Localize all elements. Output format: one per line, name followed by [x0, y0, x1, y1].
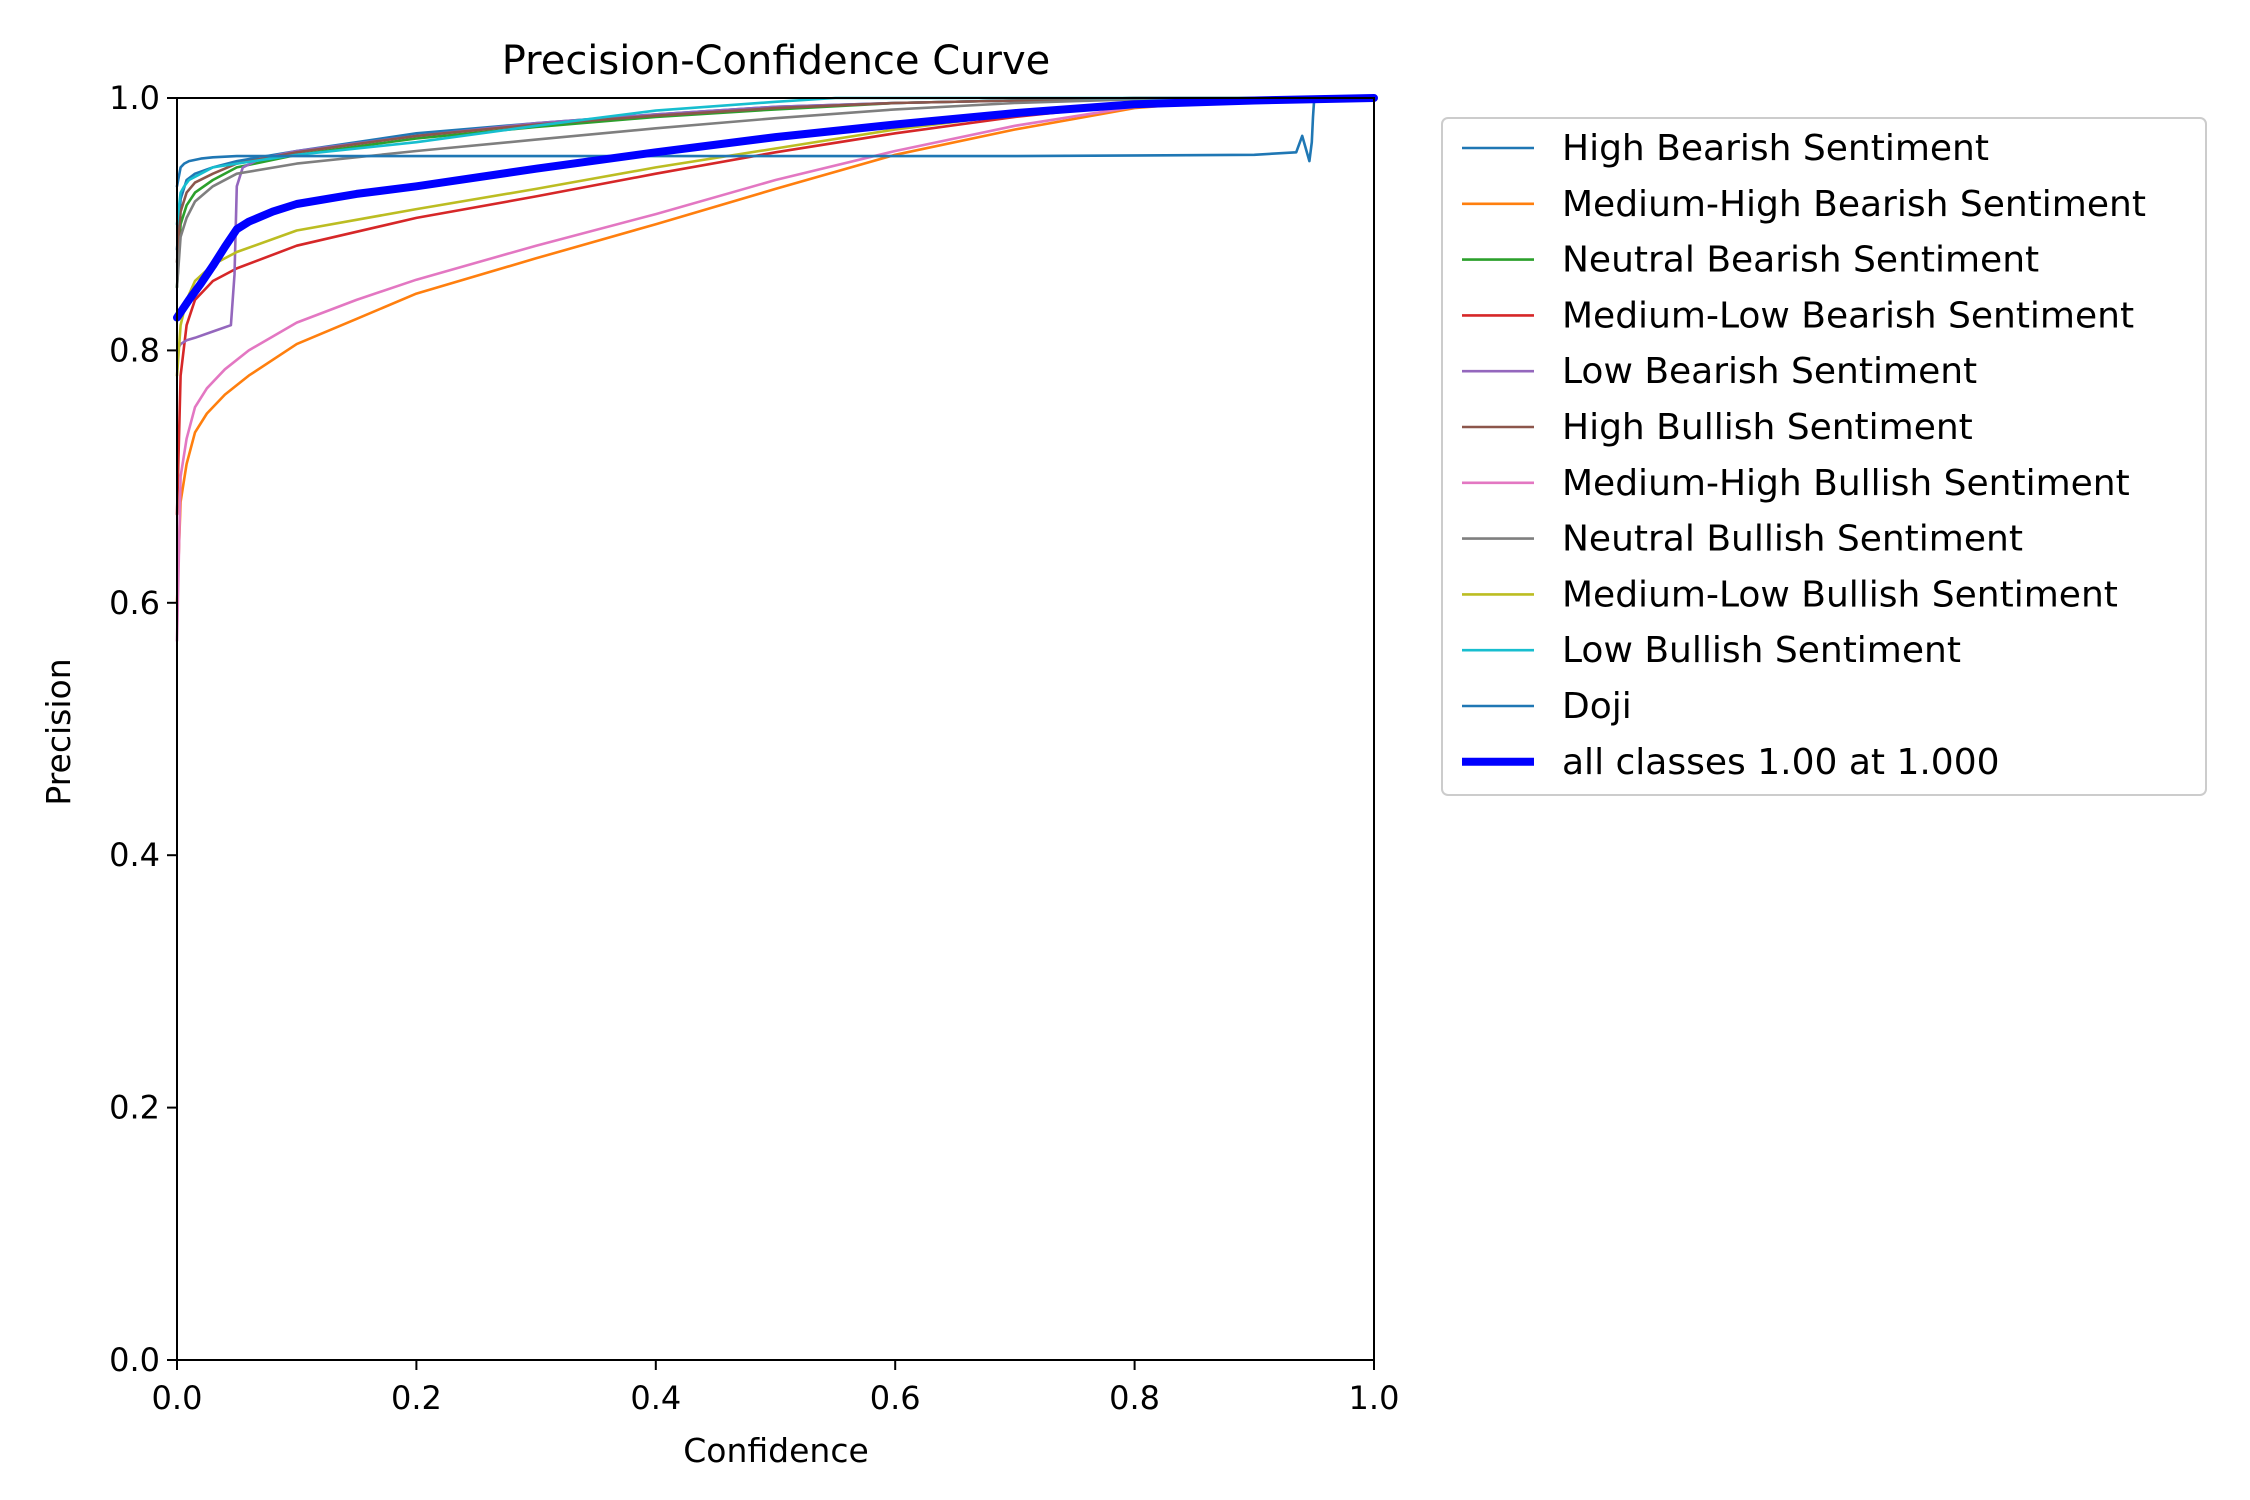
series-line-doji: [175, 96, 1376, 188]
x-axis-label: Confidence: [683, 1431, 869, 1470]
legend-label: High Bearish Sentiment: [1562, 128, 1989, 169]
y-tick-label: 0.6: [109, 584, 160, 622]
y-axis-label: Precision: [39, 658, 78, 805]
x-tick-label: 0.6: [870, 1379, 921, 1417]
x-tick-label: 1.0: [1349, 1379, 1400, 1417]
legend-label: Neutral Bearish Sentiment: [1562, 240, 2039, 281]
legend-label: Medium-Low Bearish Sentiment: [1562, 295, 2134, 336]
x-axis-ticks: 0.0 0.2 0.4 0.6 0.8 1.0: [152, 1360, 1400, 1417]
y-tick-label: 0.8: [109, 331, 160, 369]
x-tick-label: 0.2: [391, 1379, 442, 1417]
chart-title: Precision-Confidence Curve: [502, 38, 1051, 84]
x-tick-label: 0.0: [152, 1379, 203, 1417]
legend-label: High Bullish Sentiment: [1562, 407, 1973, 448]
series-line-medium-high-bullish-sentiment: [175, 96, 1376, 643]
legend-label: Medium-High Bearish Sentiment: [1562, 184, 2146, 225]
y-tick-label: 1.0: [109, 79, 160, 117]
legend-label: Medium-High Bullish Sentiment: [1562, 463, 2130, 504]
legend-label: all classes 1.00 at 1.000: [1562, 742, 2000, 783]
legend-items: High Bearish Sentiment Medium-High Bearis…: [1462, 128, 2146, 783]
legend-label: Doji: [1562, 686, 1632, 727]
legend-label: Low Bearish Sentiment: [1562, 351, 1977, 392]
legend-box: [1441, 117, 2207, 796]
y-axis-ticks: 0.0 0.2 0.4 0.6 0.8 1.0: [109, 79, 177, 1379]
legend-label: Medium-Low Bullish Sentiment: [1562, 574, 2118, 615]
legend-label: Neutral Bullish Sentiment: [1562, 519, 2023, 560]
legend-label: Low Bullish Sentiment: [1562, 630, 1961, 671]
x-tick-label: 0.4: [630, 1379, 681, 1417]
y-tick-label: 0.0: [109, 1341, 160, 1379]
x-tick-label: 0.8: [1109, 1379, 1160, 1417]
plot-frame: [176, 97, 1375, 1361]
y-tick-label: 0.2: [109, 1089, 160, 1127]
series-line-medium-high-bearish-sentiment: [175, 96, 1376, 605]
series-line-neutral-bullish-sentiment: [175, 96, 1376, 289]
y-tick-label: 0.4: [109, 836, 160, 874]
series-line-all-classes-1-00-at-1-000: [173, 94, 1378, 322]
legend: High Bearish Sentiment Medium-High Bearis…: [1441, 117, 2207, 796]
